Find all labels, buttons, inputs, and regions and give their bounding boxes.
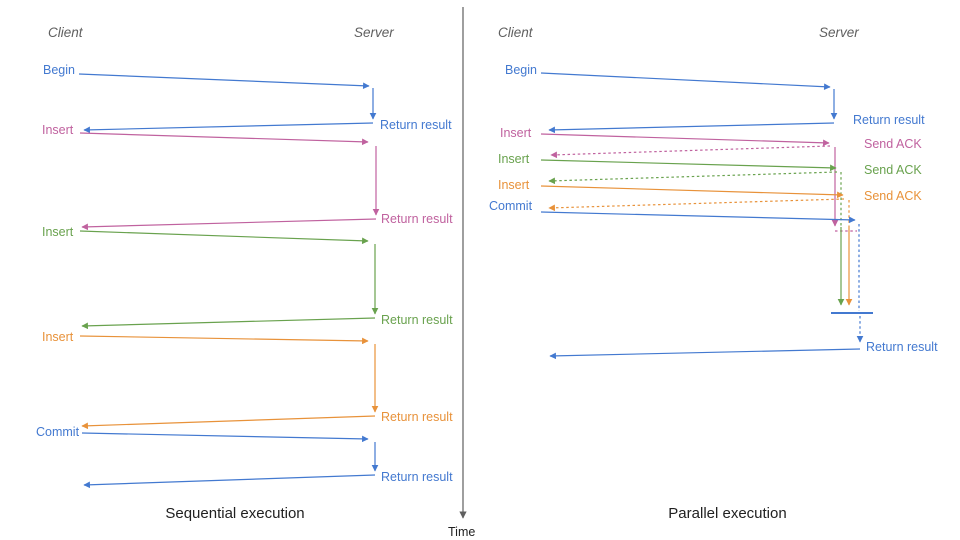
par-begin-flow: [540, 72, 838, 134]
left-panel-title: Sequential execution: [165, 505, 305, 522]
par-insert2-label: Insert: [498, 152, 530, 166]
right-server-header: Server: [819, 25, 859, 40]
par-insert1-flow: [540, 133, 857, 232]
par-insert1-ack-label: Send ACK: [864, 137, 922, 151]
par-insert3-ack-label: Send ACK: [864, 189, 922, 203]
seq-begin-flow: [78, 73, 377, 134]
seq-commit-label: Commit: [36, 425, 80, 439]
par-begin-label: Begin: [505, 63, 537, 77]
seq-insert3-response-label: Return result: [381, 410, 453, 424]
seq-insert1-flow: [79, 132, 380, 231]
seq-insert2-response-label: Return result: [381, 313, 453, 327]
right-client-header: Client: [498, 25, 533, 40]
left-client-header: Client: [48, 25, 83, 40]
par-commit-flow: [540, 211, 873, 360]
left-server-header: Server: [354, 25, 394, 40]
seq-begin-response-label: Return result: [380, 118, 452, 132]
seq-insert3-flow: [79, 335, 379, 430]
par-insert2-ack-label: Send ACK: [864, 163, 922, 177]
par-begin-response-label: Return result: [853, 113, 925, 127]
right-panel-title: Parallel execution: [668, 505, 787, 522]
par-commit-response-label: Return result: [866, 340, 938, 354]
par-insert3-label: Insert: [498, 178, 530, 192]
seq-commit-response-label: Return result: [381, 470, 453, 484]
par-commit-label: Commit: [489, 199, 533, 213]
seq-insert2-flow: [79, 230, 379, 330]
seq-begin-label: Begin: [43, 63, 75, 77]
seq-insert3-label: Insert: [42, 330, 74, 344]
par-insert2-flow: [540, 159, 845, 306]
seq-insert1-label: Insert: [42, 123, 74, 137]
par-insert3-flow: [540, 185, 853, 306]
seq-commit-flow: [81, 432, 379, 489]
par-insert1-label: Insert: [500, 126, 532, 140]
time-axis-label: Time: [448, 525, 476, 539]
seq-insert2-label: Insert: [42, 225, 74, 239]
seq-insert1-response-label: Return result: [381, 212, 453, 226]
